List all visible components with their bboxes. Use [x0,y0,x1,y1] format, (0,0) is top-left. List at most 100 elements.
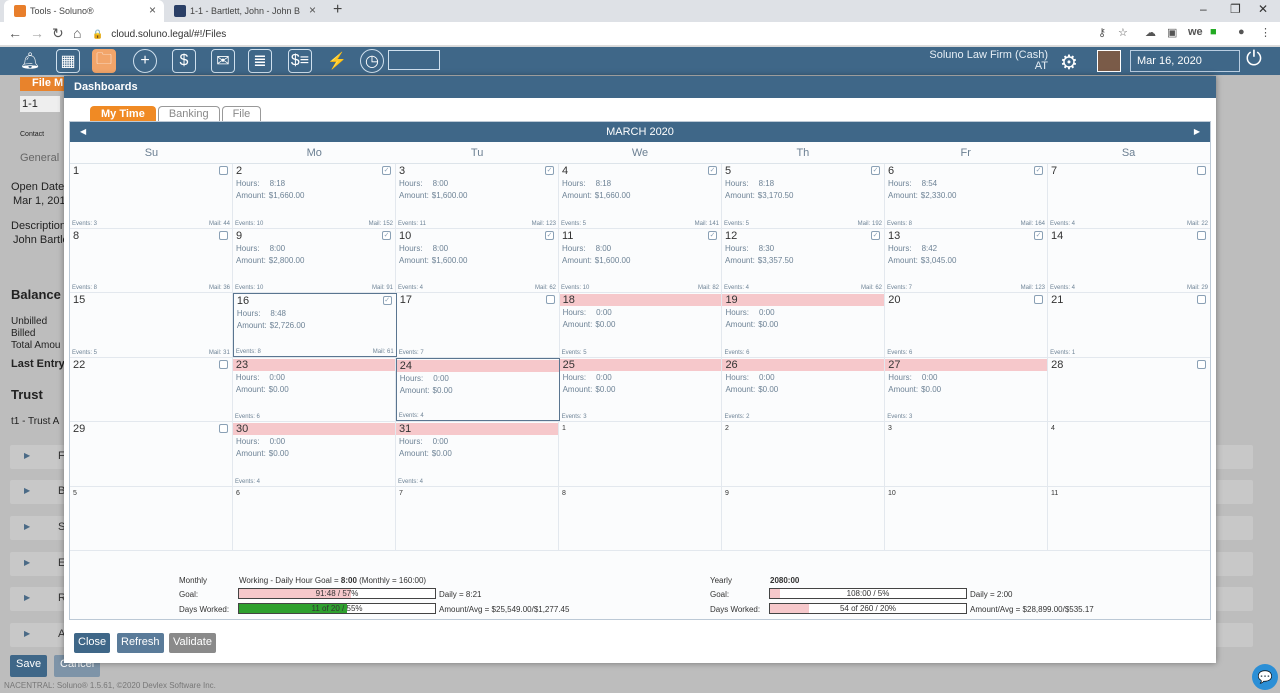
documents-icon[interactable]: ≣ [248,49,272,73]
calendar-day[interactable]: 8 Events: 8 Mail: 36 [70,228,233,292]
calendar-day[interactable]: 5 [70,486,233,550]
checkbox-icon[interactable] [545,295,555,304]
extension-icon[interactable]: ■ [1210,26,1217,38]
back-icon[interactable]: ← [8,25,22,41]
key-icon[interactable]: ⚷ [1098,27,1107,39]
tab-my-time[interactable]: My Time [90,106,156,121]
close-window-icon[interactable]: ✕ [1258,2,1269,16]
flash-icon[interactable]: ⚡ [327,53,347,70]
tab-file[interactable]: File [221,106,262,121]
checkbox-icon[interactable] [219,166,228,175]
general-tab[interactable]: General [20,152,60,164]
profile-icon[interactable]: ● [1238,26,1245,38]
url-field[interactable]: 🔒 cloud.soluno.legal/#!/Files [92,25,1112,43]
calendar-day[interactable]: 25 Hours: 0:00 Amount: $0.00 Events: 3 [559,357,723,421]
extension-icon[interactable]: ▣ [1167,27,1178,39]
timer-display[interactable] [388,50,440,70]
calendar-day[interactable]: 9 [722,486,885,550]
close-tab-icon[interactable]: × [148,3,156,17]
checkbox-icon[interactable] [1197,295,1207,304]
checkbox-icon[interactable] [1197,166,1206,175]
calendar-day[interactable]: 10 [885,486,1048,550]
checked-checkbox-icon[interactable]: ✓ [871,230,880,240]
minimize-icon[interactable]: – [1200,2,1207,16]
extension-icon[interactable]: we [1188,26,1203,38]
prev-month-icon[interactable]: ◀ [80,127,87,136]
calendar-day[interactable]: 29 [70,422,233,486]
calendar-day[interactable]: 15 Events: 5 Mail: 31 [70,293,233,357]
home-icon[interactable]: ⌂ [73,25,82,41]
current-date[interactable]: Mar 16, 2020 [1130,50,1240,72]
refresh-button[interactable]: Refresh [117,633,164,653]
checkbox-icon[interactable] [1197,359,1207,369]
calendar-day[interactable]: 8 [559,486,722,550]
reload-icon[interactable]: ↻ [52,25,64,41]
browser-tab-file[interactable]: 1-1 - Bartlett, John - John Bartlett × [164,0,324,22]
calendar-day[interactable]: 9 ✓ Hours: 8:00 Amount: $2,800.00 Events: 10 Ma… [233,228,396,292]
close-tab-icon[interactable]: × [308,3,316,17]
mail-icon[interactable]: ✉ [211,49,235,73]
calendar-day[interactable]: 18 Hours: 0:00 Amount: $0.00 Events: 5 [559,293,723,357]
calendar-day[interactable]: 7 [396,486,559,550]
close-button[interactable]: Close [74,633,111,653]
browser-tab-tools[interactable]: Tools - Soluno® × [4,0,164,22]
calendar-day[interactable]: 19 Hours: 0:00 Amount: $0.00 Events: 6 [722,293,886,357]
calendar-day[interactable]: 16 ✓ Hours: 8:48 Amount: $2,726.00 Events: 8 Ma… [232,293,397,357]
checkbox-icon[interactable] [1034,295,1044,304]
checked-checkbox-icon[interactable]: ✓ [871,166,880,175]
calendar-day[interactable]: 2 ✓ Hours: 8:18 Amount: $1,660.00 Events: 10 Ma… [233,164,396,228]
calendar-day[interactable]: 7 Events: 4 Mail: 22 [1048,164,1210,228]
extension-icon[interactable]: ☁ [1145,27,1156,39]
calendar-day[interactable]: 1 [559,422,722,486]
chat-icon[interactable]: 💬 [1252,664,1278,690]
validate-button[interactable]: Validate [169,633,216,653]
calendar-day[interactable]: 4 ✓ Hours: 8:18 Amount: $1,660.00 Events: 5 Mai… [559,164,722,228]
checked-checkbox-icon[interactable]: ✓ [1034,230,1043,240]
file-id-field[interactable]: 1-1 [20,96,60,112]
calendar-day[interactable]: 24 Hours: 0:00 Amount: $0.00 Events: 4 [395,357,560,421]
checked-checkbox-icon[interactable]: ✓ [545,230,554,240]
save-button[interactable]: Save [10,655,48,677]
checked-checkbox-icon[interactable]: ✓ [708,166,717,175]
checked-checkbox-icon[interactable]: ✓ [1034,166,1043,175]
calendar-day[interactable]: 30 Hours: 0:00 Amount: $0.00 Events: 4 [233,422,396,486]
bell-icon[interactable]: 🔔︎ [19,53,41,70]
checked-checkbox-icon[interactable]: ✓ [708,230,717,240]
calendar-day[interactable]: 27 Hours: 0:00 Amount: $0.00 Events: 3 [885,357,1049,421]
checkbox-icon[interactable] [1197,230,1206,240]
bank-icon[interactable]: $ [172,49,196,73]
calendar-day[interactable]: 21 Events: 1 [1048,293,1210,357]
billing-icon[interactable]: $≡ [288,49,312,73]
forward-icon[interactable]: → [30,25,44,41]
star-icon[interactable]: ☆ [1118,27,1128,39]
calendar-day[interactable]: 3 [885,422,1048,486]
calendar-day[interactable]: 20 Events: 6 [885,293,1049,357]
calendar-day[interactable]: 26 Hours: 0:00 Amount: $0.00 Events: 2 [722,357,886,421]
calendar-day[interactable]: 22 [70,357,233,421]
next-month-icon[interactable]: ▶ [1193,127,1200,136]
calendar-day[interactable]: 2 [722,422,885,486]
calendar-day[interactable]: 10 ✓ Hours: 8:00 Amount: $1,600.00 Events: 4 Ma… [396,228,559,292]
calendar-day[interactable]: 23 Hours: 0:00 Amount: $0.00 Events: 6 [232,357,396,421]
checked-checkbox-icon[interactable]: ✓ [382,230,391,240]
calendar-day[interactable]: 13 ✓ Hours: 8:42 Amount: $3,045.00 Events: 7 Ma… [885,228,1048,292]
calendar-day[interactable]: 11 ✓ Hours: 8:00 Amount: $1,600.00 Events: 10 M… [559,228,722,292]
avatar[interactable] [1097,50,1121,72]
checkbox-icon[interactable] [218,359,228,369]
calendar-day[interactable]: 4 [1048,422,1210,486]
checked-checkbox-icon[interactable]: ✓ [545,166,554,175]
calendar-day[interactable]: 17 Events: 7 [397,293,560,357]
gear-icon[interactable]: ⚙ [1060,52,1078,74]
calendar-day[interactable]: 31 Hours: 0:00 Amount: $0.00 Events: 4 [396,422,559,486]
checked-checkbox-icon[interactable]: ✓ [382,296,392,305]
files-icon[interactable]: 🗀 [92,49,116,73]
calendar-day[interactable]: 14 Events: 4 Mail: 29 [1048,229,1210,293]
power-icon[interactable]: ⏻ [1246,48,1262,70]
calendar-day[interactable]: 6 [233,486,396,550]
calendar-day[interactable]: 11 [1048,487,1210,551]
checked-checkbox-icon[interactable]: ✓ [382,166,391,175]
calendar-day[interactable]: 6 ✓ Hours: 8:54 Amount: $2,330.00 Events: 8 Mai… [885,164,1048,228]
add-icon[interactable]: + [133,49,157,73]
calendar-day[interactable]: 3 ✓ Hours: 8:00 Amount: $1,600.00 Events: 11 Ma… [396,164,559,228]
tab-banking[interactable]: Banking [157,106,220,121]
